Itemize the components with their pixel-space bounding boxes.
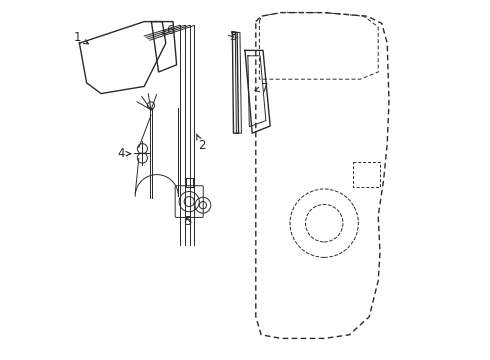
Text: 2: 2 — [196, 134, 205, 152]
Text: 4: 4 — [117, 147, 131, 160]
Text: 7: 7 — [255, 82, 269, 95]
Text: 3: 3 — [229, 30, 236, 42]
Text: 5: 5 — [184, 215, 191, 228]
Text: 1: 1 — [74, 31, 89, 44]
Text: 6: 6 — [162, 24, 173, 37]
